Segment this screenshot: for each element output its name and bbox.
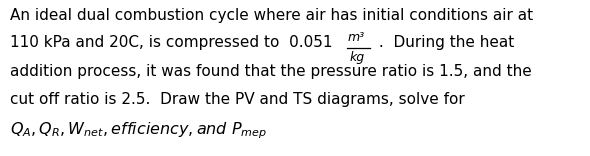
Text: .  During the heat: . During the heat	[374, 35, 514, 50]
Text: kg: kg	[350, 51, 365, 64]
Text: m³: m³	[348, 31, 365, 44]
Text: cut off ratio is 2.5.  Draw the PV and TS diagrams, solve for: cut off ratio is 2.5. Draw the PV and TS…	[10, 92, 465, 107]
Text: An ideal dual combustion cycle where air has initial conditions air at: An ideal dual combustion cycle where air…	[10, 8, 533, 23]
Text: 110 kPa and 20C, is compressed to  0.051: 110 kPa and 20C, is compressed to 0.051	[10, 35, 333, 50]
Text: addition process, it was found that the pressure ratio is 1.5, and the: addition process, it was found that the …	[10, 64, 532, 79]
Text: $Q_A, Q_R, W_{net}, \mathit{efficiency}, \mathit{and}\ P_{mep}$: $Q_A, Q_R, W_{net}, \mathit{efficiency},…	[10, 120, 267, 141]
